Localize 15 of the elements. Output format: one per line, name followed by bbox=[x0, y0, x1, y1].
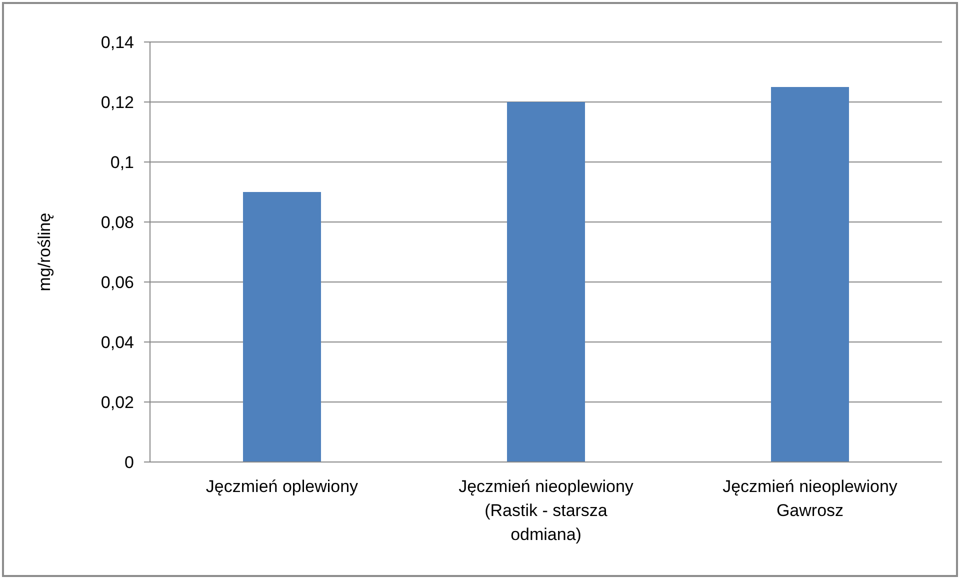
y-tick-label: 0,08 bbox=[100, 213, 134, 232]
bar bbox=[507, 102, 585, 462]
y-tick-label: 0 bbox=[124, 453, 134, 472]
x-tick-label: Jęczmień oplewiony bbox=[206, 477, 359, 496]
y-tick-label: 0,1 bbox=[110, 153, 134, 172]
bar bbox=[771, 87, 849, 462]
y-tick-label: 0,02 bbox=[100, 393, 134, 412]
y-tick-label: 0,04 bbox=[100, 333, 134, 352]
y-tick-label: 0,12 bbox=[100, 93, 134, 112]
y-tick-label: 0,06 bbox=[100, 273, 134, 292]
x-tick-label: Jęczmień nieoplewiony Gawrosz bbox=[722, 477, 898, 520]
x-tick-label: Jęczmień nieoplewiony (Rastik - starsza odmiana) bbox=[458, 477, 634, 544]
bar bbox=[243, 192, 321, 462]
y-axis-title: mg/roślinę bbox=[35, 212, 54, 292]
y-tick-label: 0,14 bbox=[100, 33, 134, 52]
